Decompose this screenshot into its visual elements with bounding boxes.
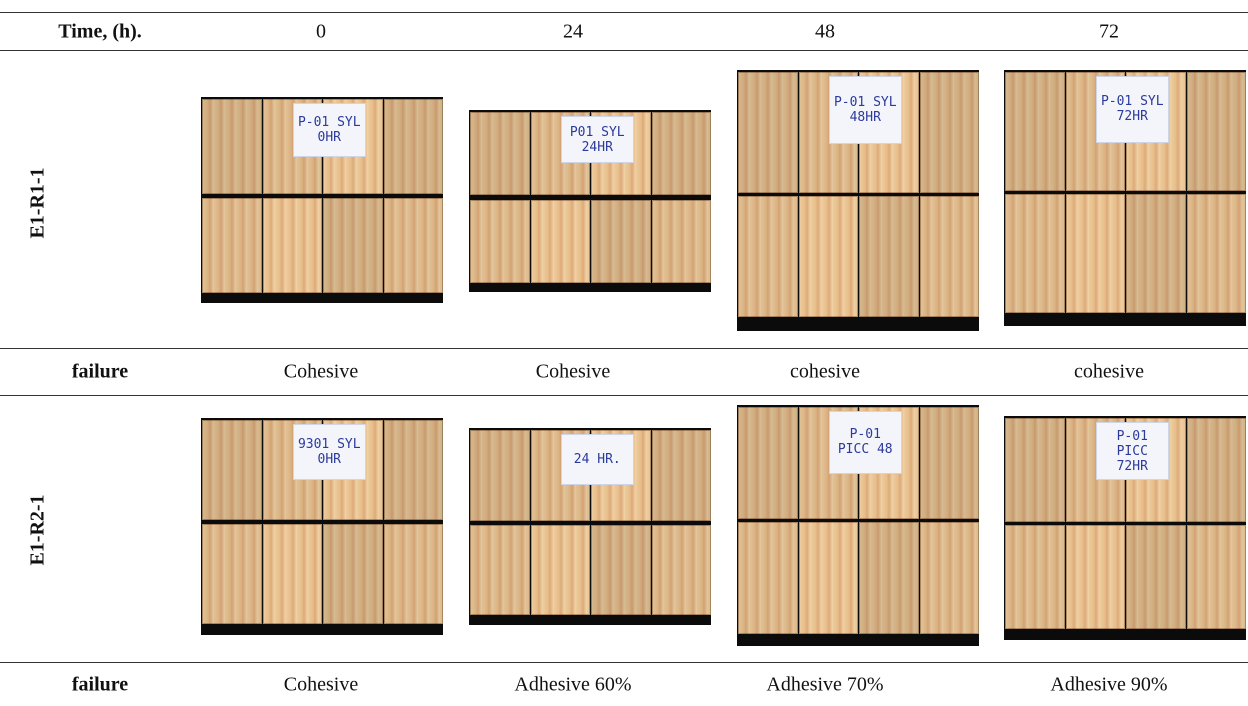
wood-block (470, 199, 530, 284)
photo-label-note: 9301 SYL 0HR (292, 424, 366, 481)
wood-block (470, 430, 530, 521)
wood-block (798, 521, 858, 634)
wood-block (919, 72, 979, 194)
wood-block (1005, 193, 1065, 313)
wood-block (1186, 72, 1246, 191)
wood-block (470, 524, 530, 616)
row-rule (0, 395, 1248, 396)
wood-block (202, 420, 262, 521)
wood-block (1126, 525, 1186, 629)
wood-block (798, 196, 858, 318)
header-label: Time, (h). (58, 20, 142, 43)
photo-label-note: P-01 SYL 72HR (1095, 76, 1169, 143)
wood-block (1065, 525, 1125, 629)
wood-block (1005, 418, 1065, 522)
header-time: 0 (316, 20, 326, 43)
wood-block (738, 72, 798, 194)
failure-result: Cohesive (535, 360, 611, 383)
row-rule (0, 348, 1248, 349)
row-label: failure (71, 360, 129, 383)
photo-label-note: P-01 SYL 48HR (828, 76, 902, 144)
wood-block (530, 524, 590, 616)
wood-block (262, 523, 322, 624)
wood-block (591, 199, 651, 284)
wood-block (651, 112, 711, 196)
wood-block (738, 521, 798, 634)
wood-block (1005, 525, 1065, 629)
failure-result: cohesive (790, 360, 860, 383)
specimen-photo: 9301 SYL 0HR (201, 418, 443, 635)
photo-label-note: P01 SYL 24HR (560, 116, 634, 164)
photo-label-note: P-01 SYL 0HR (292, 103, 366, 157)
header-time: 48 (815, 20, 835, 43)
specimen-photo: P-01 SYL 48HR (737, 70, 979, 331)
wood-block (530, 199, 590, 284)
failure-result: Adhesive 90% (1050, 673, 1168, 696)
wood-block (919, 521, 979, 634)
specimen-photo: 24 HR. (469, 428, 711, 625)
photo-label-note: 24 HR. (560, 434, 634, 486)
wood-block (651, 430, 711, 521)
wood-block (738, 196, 798, 318)
failure-result: Cohesive (283, 673, 359, 696)
wood-block (383, 99, 443, 194)
specimen-photo: P-01 PICC 48 (737, 405, 979, 646)
wood-block (262, 197, 322, 293)
photo-label-note: P-01 PICC 72HR (1095, 422, 1169, 481)
specimen-photo: P01 SYL 24HR (469, 110, 711, 292)
wood-block (1126, 193, 1186, 313)
specimen-photo: P-01 SYL 72HR (1004, 70, 1246, 326)
wood-block (383, 197, 443, 293)
header-rule (0, 50, 1248, 51)
wood-block (919, 196, 979, 318)
wood-block (651, 524, 711, 616)
specimen-photo: P-01 SYL 0HR (201, 97, 443, 303)
wood-block (383, 420, 443, 521)
wood-block (202, 197, 262, 293)
row-label: failure (71, 673, 129, 696)
wood-block (1065, 193, 1125, 313)
wood-block (1186, 525, 1246, 629)
sample-label: E1-R1-1 (26, 167, 49, 239)
wood-block (202, 523, 262, 624)
wood-block (1186, 193, 1246, 313)
wood-block (651, 199, 711, 284)
wood-block (323, 523, 383, 624)
specimen-photo: P-01 PICC 72HR (1004, 416, 1246, 640)
header-time: 72 (1099, 20, 1119, 43)
sample-label: E1-R2-1 (26, 494, 49, 566)
wood-block (323, 197, 383, 293)
wood-block (1186, 418, 1246, 522)
failure-result: Adhesive 60% (514, 673, 632, 696)
failure-result: Adhesive 70% (766, 673, 884, 696)
header-time: 24 (563, 20, 583, 43)
failure-result: Cohesive (283, 360, 359, 383)
wood-block (202, 99, 262, 194)
wood-block (1005, 72, 1065, 191)
wood-block (470, 112, 530, 196)
photo-label-note: P-01 PICC 48 (828, 411, 902, 474)
wood-block (738, 407, 798, 519)
wood-block (859, 196, 919, 318)
top-rule (0, 12, 1248, 13)
wood-block (591, 524, 651, 616)
row-rule (0, 662, 1248, 663)
wood-block (859, 521, 919, 634)
failure-result: cohesive (1074, 360, 1144, 383)
wood-block (919, 407, 979, 519)
wood-block (383, 523, 443, 624)
